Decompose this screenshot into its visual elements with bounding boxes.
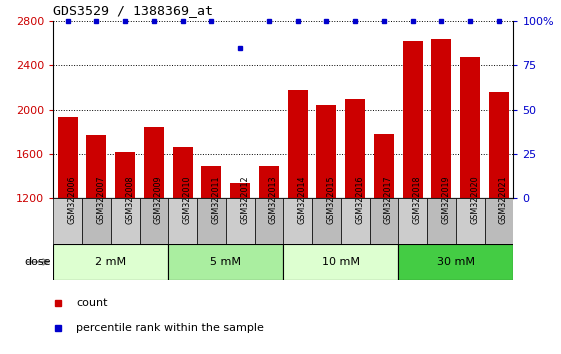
Text: count: count <box>76 298 108 308</box>
Bar <box>230 183 250 331</box>
Text: GSM322010: GSM322010 <box>183 175 192 224</box>
Bar <box>173 147 193 331</box>
Text: 2 mM: 2 mM <box>95 257 126 267</box>
Bar <box>398 244 513 280</box>
Bar <box>456 198 485 244</box>
Bar <box>58 118 78 331</box>
Text: GSM322017: GSM322017 <box>384 175 393 224</box>
Text: GSM322012: GSM322012 <box>240 175 249 224</box>
Bar <box>140 198 168 244</box>
Text: percentile rank within the sample: percentile rank within the sample <box>76 322 264 332</box>
Bar <box>283 244 398 280</box>
Bar <box>168 244 283 280</box>
Bar <box>197 198 226 244</box>
Bar <box>312 198 341 244</box>
Bar <box>403 41 423 331</box>
Text: GSM322021: GSM322021 <box>499 175 508 224</box>
Text: GSM322011: GSM322011 <box>211 175 220 224</box>
Bar <box>283 198 312 244</box>
Bar <box>255 198 283 244</box>
Bar <box>489 92 509 331</box>
Bar <box>53 244 168 280</box>
Bar <box>427 198 456 244</box>
Text: GDS3529 / 1388369_at: GDS3529 / 1388369_at <box>53 4 213 17</box>
Text: dose: dose <box>24 257 50 267</box>
Bar <box>201 166 222 331</box>
Bar <box>53 198 82 244</box>
Bar <box>431 39 452 331</box>
Bar <box>288 90 308 331</box>
Text: GSM322016: GSM322016 <box>355 175 364 224</box>
Text: GSM322007: GSM322007 <box>96 175 105 224</box>
Bar <box>316 105 337 331</box>
Text: GSM322014: GSM322014 <box>298 175 307 224</box>
Text: 30 mM: 30 mM <box>437 257 475 267</box>
Text: GSM322018: GSM322018 <box>413 175 422 224</box>
Bar <box>226 198 255 244</box>
Text: GSM322015: GSM322015 <box>327 175 335 224</box>
Bar <box>259 166 279 331</box>
Bar <box>374 134 394 331</box>
Text: GSM322013: GSM322013 <box>269 175 278 224</box>
Bar <box>144 127 164 331</box>
Text: GSM322009: GSM322009 <box>154 175 163 224</box>
Bar <box>460 57 480 331</box>
Bar <box>398 198 427 244</box>
Text: 5 mM: 5 mM <box>210 257 241 267</box>
Text: GSM322006: GSM322006 <box>68 175 77 224</box>
Bar <box>485 198 513 244</box>
Bar <box>370 198 398 244</box>
Text: GSM322020: GSM322020 <box>470 175 479 224</box>
Bar <box>86 135 107 331</box>
Text: GSM322019: GSM322019 <box>442 175 450 224</box>
Bar <box>345 99 365 331</box>
Bar <box>341 198 370 244</box>
Bar <box>111 198 140 244</box>
Bar <box>168 198 197 244</box>
Bar <box>115 152 135 331</box>
Text: GSM322008: GSM322008 <box>125 175 134 224</box>
Bar <box>82 198 111 244</box>
Text: 10 mM: 10 mM <box>322 257 360 267</box>
